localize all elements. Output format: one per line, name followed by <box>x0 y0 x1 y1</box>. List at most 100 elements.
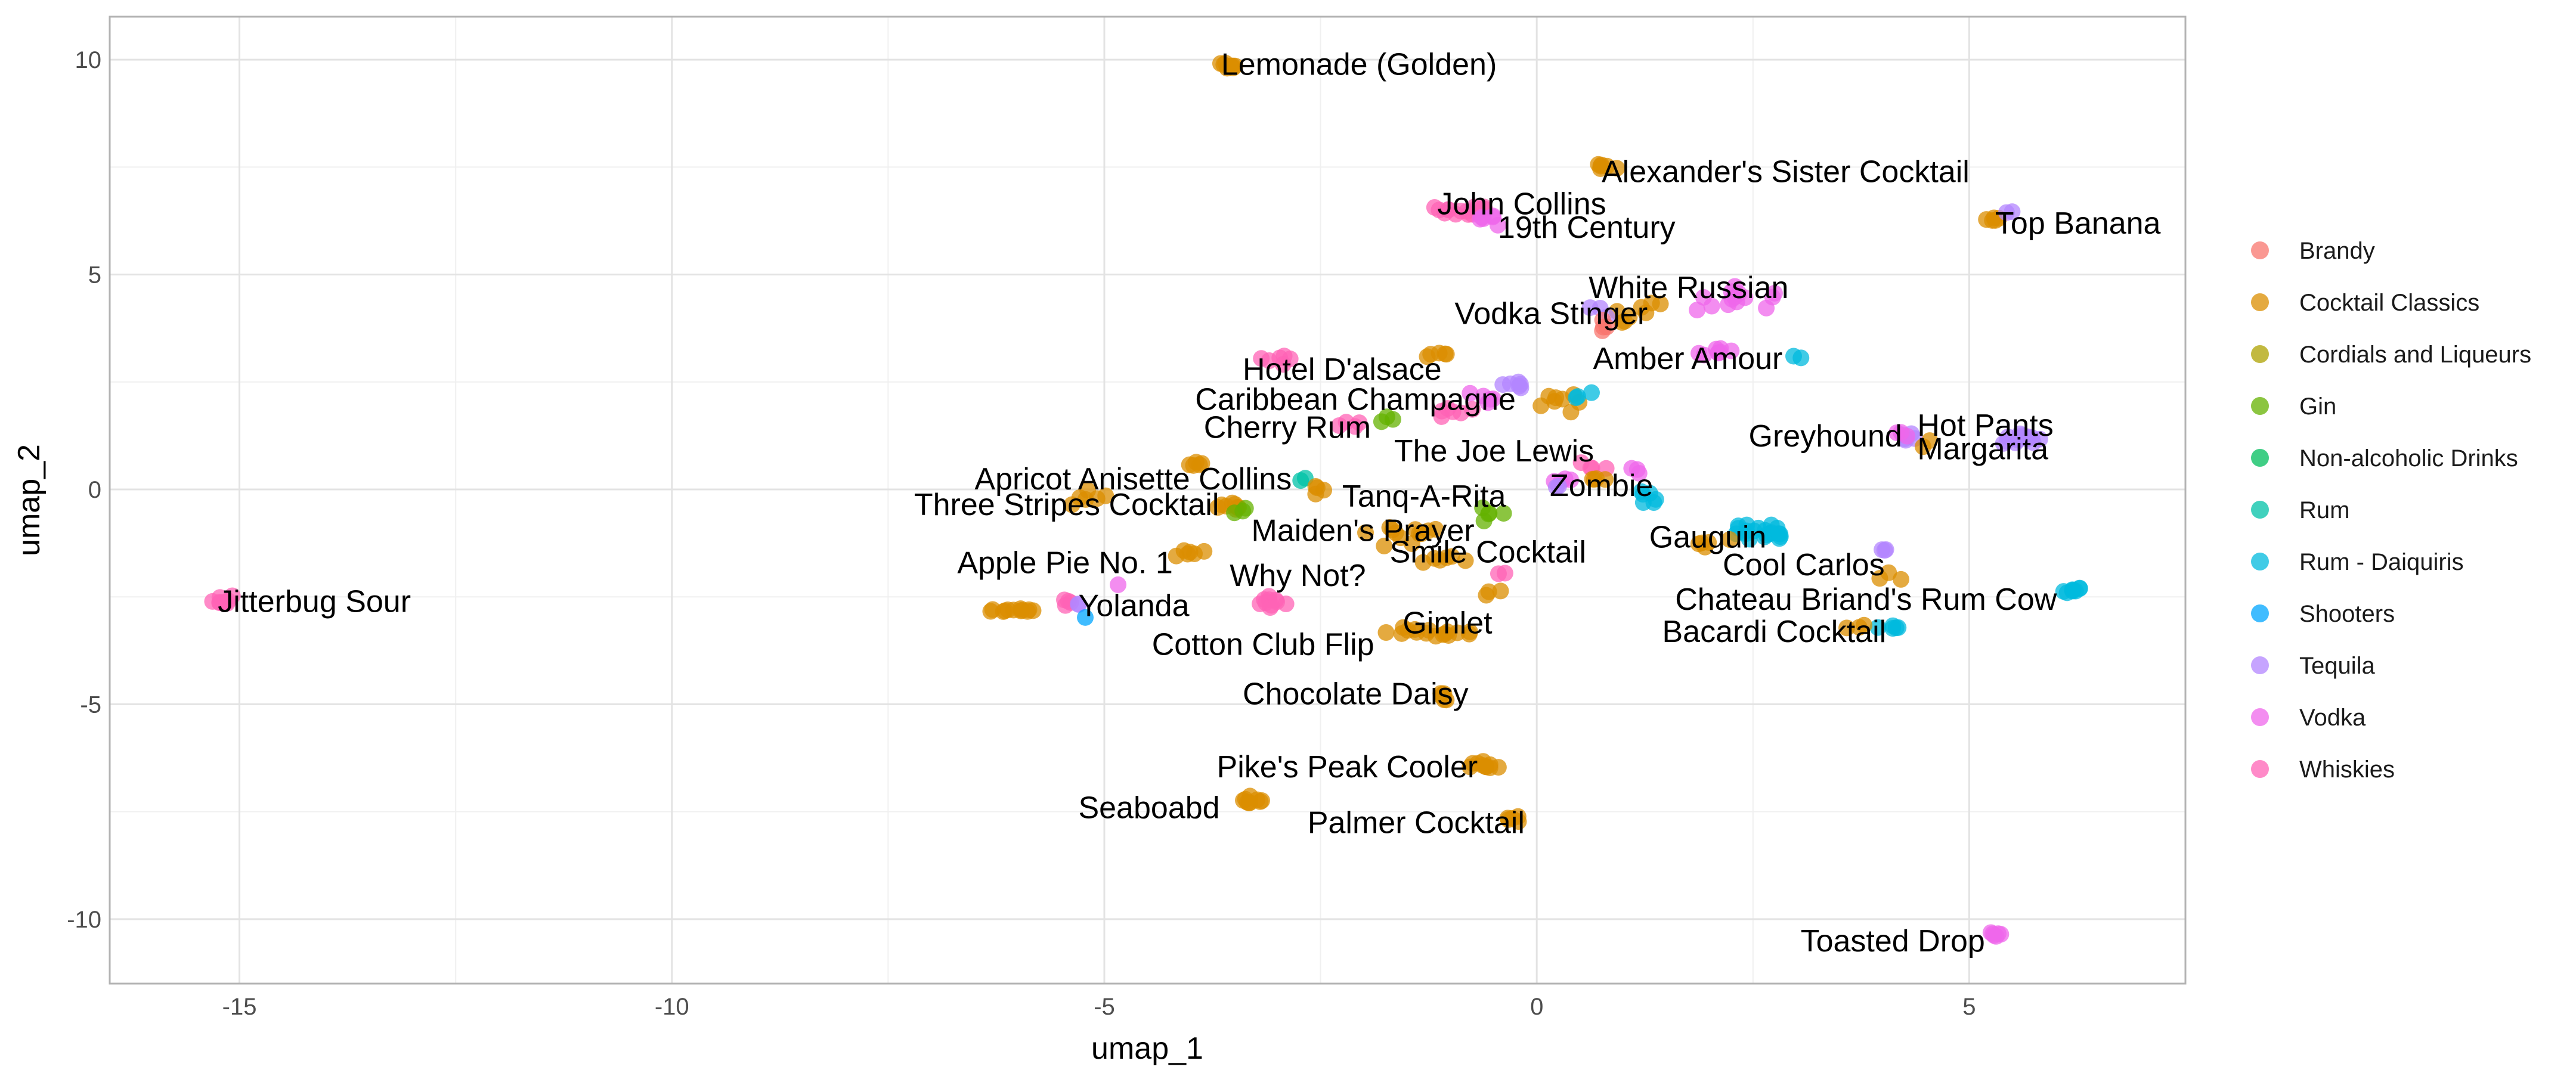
data-point <box>1070 596 1087 613</box>
y-tick-label: -10 <box>67 907 101 933</box>
data-point <box>1485 207 1502 225</box>
legend-key <box>2251 293 2269 311</box>
legend-label: Rum <box>2299 497 2349 523</box>
point-label: Caribbean Champagne <box>1195 383 1516 417</box>
data-point <box>1186 545 1203 563</box>
data-point <box>1452 203 1469 220</box>
point-label: John Collins <box>1437 187 1606 222</box>
data-point <box>982 603 999 620</box>
point-label: Pike's Peak Cooler <box>1217 750 1478 784</box>
legend-label: Shooters <box>2299 601 2395 627</box>
data-point <box>1414 554 1432 571</box>
legend-label: Cordials and Liqueurs <box>2299 342 2531 368</box>
data-point <box>1730 285 1747 302</box>
data-point <box>1710 345 1727 362</box>
data-point <box>1481 756 1498 773</box>
x-tick-label: 0 <box>1530 994 1543 1020</box>
legend-label: Cocktail Classics <box>2299 290 2479 316</box>
data-point <box>1503 810 1521 827</box>
data-point <box>1262 599 1279 616</box>
y-axis-title: umap_2 <box>12 444 47 556</box>
legend: Brandy Cocktail Classics Cordials and Liqu… <box>2251 238 2531 783</box>
data-point <box>1077 609 1094 626</box>
legend-label: Non-alcoholic Drinks <box>2299 445 2518 472</box>
data-point <box>1351 414 1368 432</box>
point-label: Three Stripes Cocktail <box>914 488 1219 522</box>
point-label: Gauguin <box>1649 520 1767 554</box>
legend-label: Vodka <box>2299 705 2366 731</box>
data-point <box>215 595 233 612</box>
legend-label: Gin <box>2299 393 2336 420</box>
legend-label: Tequila <box>2299 653 2376 679</box>
legend-key <box>2251 760 2269 778</box>
point-label: 19th Century <box>1498 210 1676 245</box>
y-tick-label: 10 <box>75 47 102 73</box>
data-point <box>1871 570 1888 587</box>
point-label: Bacardi Cocktail <box>1662 615 1886 649</box>
data-point <box>1097 487 1114 504</box>
point-label: Gimlet <box>1402 606 1493 640</box>
data-point <box>995 603 1012 620</box>
data-point <box>1020 601 1038 618</box>
y-tick-label: 0 <box>88 477 101 503</box>
legend-label: Brandy <box>2299 238 2375 264</box>
point-label: Seaboabd <box>1078 790 1219 825</box>
data-point <box>2014 427 2031 444</box>
point-label: Cotton Club Flip <box>1152 627 1374 662</box>
point-label: Apricot Anisette Collins <box>974 462 1292 497</box>
data-point <box>1695 289 1712 306</box>
data-point <box>1377 624 1395 641</box>
data-point <box>1453 404 1470 421</box>
data-point <box>1239 793 1256 811</box>
data-point <box>1403 535 1420 553</box>
data-point <box>1915 438 1932 455</box>
point-label: Cool Carlos <box>1723 548 1885 582</box>
data-point <box>1393 625 1410 642</box>
data-point <box>1583 384 1600 401</box>
data-point <box>1462 384 1479 402</box>
data-point <box>1439 201 1457 218</box>
legend-key <box>2251 345 2269 363</box>
point-label: Greyhound <box>1749 419 1902 454</box>
legend-key <box>2251 553 2269 570</box>
data-point <box>1110 576 1127 593</box>
data-point <box>1588 470 1605 487</box>
point-label: Lemonade (Golden) <box>1221 47 1497 82</box>
data-point <box>1436 345 1454 362</box>
data-point <box>1480 506 1497 523</box>
point-label: Smile Cocktail <box>1390 535 1586 570</box>
data-point <box>1434 626 1451 643</box>
data-point <box>1581 299 1599 317</box>
data-point <box>1594 322 1611 339</box>
data-point <box>1212 55 1229 72</box>
point-labels-layer: Lemonade (Golden) Alexander's Sister Cock… <box>218 47 2160 959</box>
data-point <box>1438 549 1455 566</box>
y-axis-ticks: -10 -5 0 5 10 <box>67 47 101 933</box>
data-point <box>1569 388 1586 405</box>
data-point <box>1378 408 1395 426</box>
point-label: Hotel D'alsace <box>1243 352 1442 387</box>
data-point <box>1792 349 1810 367</box>
data-point <box>1758 299 1775 317</box>
legend-key <box>2251 708 2269 726</box>
legend-label: Whiskies <box>2299 756 2395 783</box>
data-point <box>1490 565 1507 582</box>
data-point <box>1689 302 1706 319</box>
data-point <box>1630 464 1648 482</box>
x-axis-title: umap_1 <box>1091 1031 1203 1066</box>
legend-key <box>2251 604 2269 622</box>
data-point <box>1598 157 1615 175</box>
data-point <box>1874 541 1891 559</box>
data-point <box>1435 691 1453 708</box>
data-point <box>1478 587 1495 604</box>
legend-key <box>2251 241 2269 259</box>
point-label: Vodka Stinger <box>1454 296 1648 331</box>
data-point <box>1457 552 1474 569</box>
data-point <box>1253 350 1270 367</box>
point-label: The Joe Lewis <box>1394 434 1594 469</box>
data-point <box>1461 623 1478 640</box>
data-point <box>1766 284 1783 302</box>
data-point <box>1193 455 1210 472</box>
data-point <box>1546 393 1563 410</box>
